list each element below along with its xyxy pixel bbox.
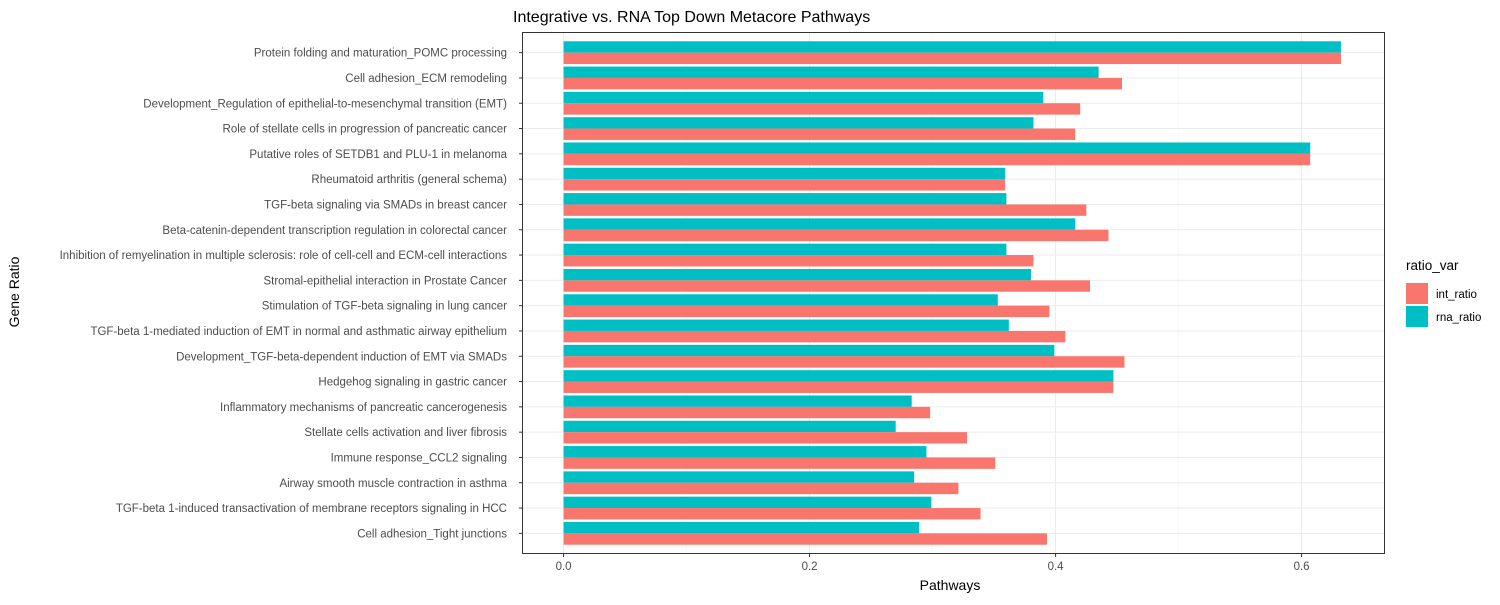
bar-rna_ratio (563, 471, 915, 483)
y-tick-label: Development_TGF-beta-dependent induction… (176, 351, 507, 363)
x-tick-label: 0.0 (556, 561, 572, 573)
y-tick-label: Stellate cells activation and liver fibr… (304, 427, 507, 439)
bar-rna_ratio (563, 66, 1099, 78)
bar-int_ratio (563, 153, 1311, 166)
y-tick-label: Stromal-epithelial interaction in Prosta… (263, 275, 507, 287)
bar-rna_ratio (563, 496, 932, 509)
bar-rna_ratio (563, 420, 896, 433)
bar-rna_ratio (563, 117, 1034, 129)
y-axis-tick-labels: Protein folding and maturation_POMC proc… (60, 48, 523, 540)
bar-int_ratio (563, 52, 1341, 65)
bar-rna_ratio (563, 142, 1311, 154)
y-tick-label: Putative roles of SETDB1 and PLU-1 in me… (249, 149, 507, 161)
bars (563, 41, 1341, 545)
bar-rna_ratio (563, 395, 912, 407)
y-tick-label: Inhibition of remyelination in multiple … (60, 250, 508, 262)
bar-int_ratio (563, 482, 959, 495)
legend-label: int_ratio (1436, 289, 1477, 301)
legend-key-int_ratio (1406, 283, 1428, 304)
bar-int_ratio (563, 128, 1076, 140)
y-tick-label: Immune response_CCL2 signaling (331, 452, 507, 464)
bar-int_ratio (563, 305, 1050, 318)
y-tick-label: Cell adhesion_ECM remodeling (345, 73, 507, 85)
bar-int_ratio (563, 179, 1006, 191)
x-axis-tick-labels: 0.0 0.2 0.4 0.6 (556, 553, 1310, 573)
y-tick-label: Development_Regulation of epithelial-to-… (143, 98, 507, 110)
legend-key-rna_ratio (1406, 306, 1428, 327)
bar-int_ratio (563, 204, 1087, 216)
y-tick-label: Rheumatoid arthritis (general schema) (311, 174, 507, 186)
legend-label: rna_ratio (1436, 312, 1481, 324)
bar-int_ratio (563, 406, 931, 419)
bar-int_ratio (563, 432, 968, 444)
bar-rna_ratio (563, 218, 1076, 230)
chart-title: Integrative vs. RNA Top Down Metacore Pa… (513, 9, 870, 26)
bar-int_ratio (563, 356, 1125, 368)
bar-int_ratio (563, 457, 996, 469)
y-tick-label: Role of stellate cells in progression of… (223, 124, 508, 136)
y-tick-label: Airway smooth muscle contraction in asth… (279, 478, 507, 490)
bar-int_ratio (563, 280, 1091, 292)
bar-rna_ratio (563, 268, 1031, 281)
x-tick-label: 0.6 (1294, 561, 1310, 573)
bar-rna_ratio (563, 167, 1006, 180)
bar-rna_ratio (563, 344, 1055, 357)
bar-int_ratio (563, 508, 981, 520)
bar-rna_ratio (563, 319, 1009, 331)
bar-int_ratio (563, 533, 1047, 545)
bar-rna_ratio (563, 370, 1114, 382)
y-tick-label: Hedgehog signaling in gastric cancer (318, 377, 507, 389)
x-axis-title: Pathways (920, 577, 981, 593)
y-tick-label: Stimulation of TGF-beta signaling in lun… (262, 301, 507, 313)
bar-rna_ratio (563, 41, 1341, 53)
y-axis-title: Gene Ratio (6, 256, 22, 327)
y-tick-label: Cell adhesion_Tight junctions (357, 528, 507, 540)
bar-int_ratio (563, 77, 1123, 90)
bar-int_ratio (563, 330, 1066, 343)
x-tick-label: 0.4 (1048, 561, 1065, 573)
y-tick-label: Inflammatory mechanisms of pancreatic ca… (220, 402, 507, 414)
x-tick-label: 0.2 (802, 561, 818, 573)
legend-title: ratio_var (1406, 258, 1459, 273)
y-tick-label: TGF-beta signaling via SMADs in breast c… (264, 199, 507, 211)
bar-rna_ratio (563, 193, 1007, 205)
y-tick-label: TGF-beta 1-mediated induction of EMT in … (90, 326, 507, 338)
bar-rna_ratio (563, 446, 927, 458)
bar-int_ratio (563, 103, 1081, 115)
bar-rna_ratio (563, 521, 920, 534)
bar-rna_ratio (563, 294, 998, 306)
y-tick-label: Beta-catenin-dependent transcription reg… (162, 225, 507, 237)
bar-int_ratio (563, 229, 1109, 242)
y-tick-label: TGF-beta 1-induced transactivation of me… (116, 503, 507, 515)
y-tick-label: Protein folding and maturation_POMC proc… (254, 48, 507, 60)
bar-int_ratio (563, 255, 1034, 267)
legend: ratio_var int_ratio rna_ratio (1406, 258, 1481, 327)
bar-rna_ratio (563, 243, 1007, 256)
bar-int_ratio (563, 381, 1114, 393)
bar-rna_ratio (563, 91, 1044, 104)
panel-border (522, 32, 1385, 554)
